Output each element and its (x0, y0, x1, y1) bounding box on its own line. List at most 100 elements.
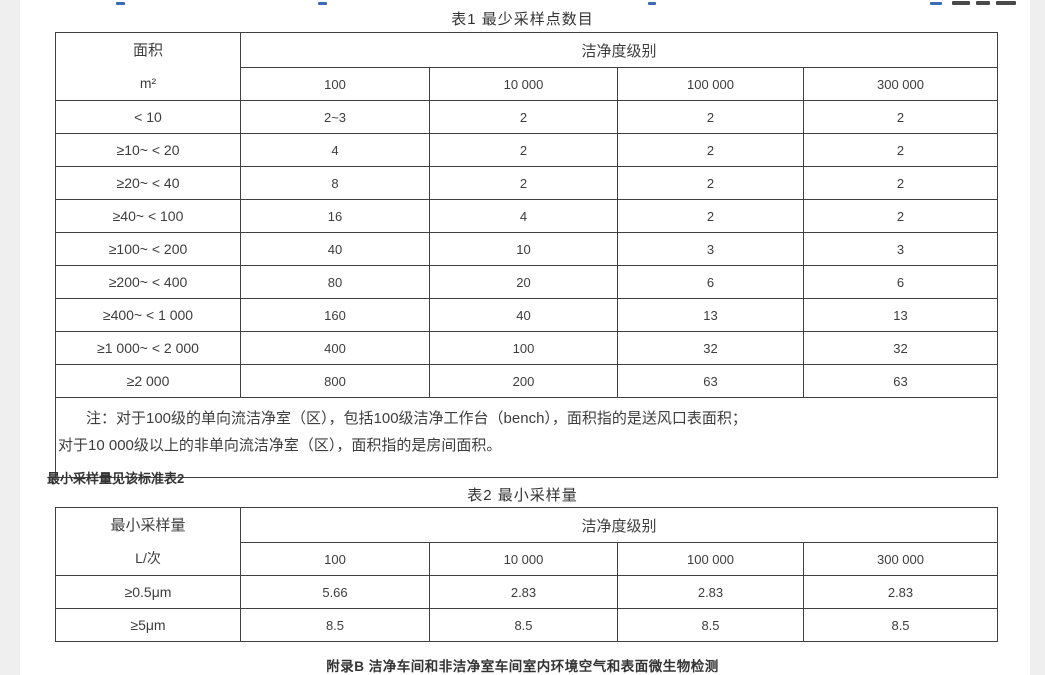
table-row: ≥400~ < 1 000 160 40 13 13 (55, 298, 999, 332)
table1-cleanliness-header: 洁净度级别 (239, 32, 999, 68)
table2-cleanliness-header: 洁净度级别 (239, 507, 999, 543)
table2-class-header: 100 (240, 542, 430, 576)
link-fragment (116, 2, 125, 5)
link-fragment (648, 2, 656, 5)
table-cell: 2.83 (617, 575, 804, 609)
table-cell: 2.83 (429, 575, 618, 609)
table2-class-header: 10 000 (429, 542, 618, 576)
text-fragment (952, 1, 970, 5)
table-cell: 2~3 (240, 100, 430, 134)
table-cell: 32 (617, 331, 804, 365)
table1-note-line2: 对于10 000级以上的非单向流洁净室（区），面积指的是房间面积。 (58, 437, 502, 454)
table-cell: 8.5 (617, 608, 804, 642)
table2-corner-cell: 最小采样量 L/次 (55, 507, 241, 576)
table-row: ≥5μm 8.5 8.5 8.5 8.5 (55, 608, 999, 642)
table-row: ≥10~ < 20 4 2 2 2 (55, 133, 999, 167)
table-cell: 63 (617, 364, 804, 398)
table2-col1-unit: L/次 (135, 549, 161, 566)
table-cell: 2 (429, 100, 618, 134)
table-cell: 100 (429, 331, 618, 365)
table-row: ≥40~ < 100 16 4 2 2 (55, 199, 999, 233)
table1-class-header: 10 000 (429, 67, 618, 101)
table1-corner-cell: 面积 m² (55, 32, 241, 101)
table-cell: 2 (617, 199, 804, 233)
table1-title: 表1 最少采样点数目 (451, 11, 594, 28)
table1-class-header: 100 000 (617, 67, 804, 101)
table-cell: 63 (802, 364, 999, 398)
min-sampling-volume-lead-in: 最小采样量见该标准表2 (47, 471, 185, 486)
left-gutter (0, 0, 20, 675)
text-fragment (976, 1, 990, 5)
table2-class-header: 100 000 (617, 542, 804, 576)
table-cell: 160 (240, 298, 430, 332)
table1-class-header: 100 (240, 67, 430, 101)
cropped-text-line (0, 0, 1045, 5)
table-cell: 6 (617, 265, 804, 299)
table1-class-header: 300 000 (802, 67, 999, 101)
appendix-b-heading: 附录B 洁净车间和非洁净室车间室内环境空气和表面微生物检测 (326, 659, 719, 674)
table-cell: 2 (802, 100, 999, 134)
area-cell: ≥20~ < 40 (55, 166, 241, 200)
table-cell: 800 (240, 364, 430, 398)
table-cell: 13 (802, 298, 999, 332)
table-cell: 2 (429, 166, 618, 200)
table-cell: 40 (240, 232, 430, 266)
table-cell: 400 (240, 331, 430, 365)
table-row: ≥100~ < 200 40 10 3 3 (55, 232, 999, 266)
table-cell: 2 (802, 166, 999, 200)
table-cell: 13 (617, 298, 804, 332)
table2-class-header: 300 000 (802, 542, 999, 576)
table-cell: 2.83 (802, 575, 999, 609)
table1-col1-label: 面积 (132, 41, 163, 59)
area-cell: ≥200~ < 400 (55, 265, 241, 299)
text-fragment (996, 1, 1016, 5)
table-cell: 3 (802, 232, 999, 266)
table-cell: 8.5 (429, 608, 618, 642)
table-row: ≥0.5μm 5.66 2.83 2.83 2.83 (55, 575, 999, 609)
table-cell: 8.5 (240, 608, 430, 642)
table-cell: 40 (429, 298, 618, 332)
particle-size-cell: ≥5μm (55, 608, 241, 642)
table-cell: 2 (802, 133, 999, 167)
table2-col1-label: 最小采样量 (110, 516, 186, 534)
table1-note-line1: 注：对于100级的单向流洁净室（区），包括100级洁净工作台（bench），面积… (86, 410, 747, 427)
table-cell: 200 (429, 364, 618, 398)
table-cell: 32 (802, 331, 999, 365)
particle-size-cell: ≥0.5μm (55, 575, 241, 609)
table-cell: 5.66 (240, 575, 430, 609)
table-cell: 16 (240, 199, 430, 233)
table-row: ≥1 000~ < 2 000 400 100 32 32 (55, 331, 999, 365)
table-cell: 6 (802, 265, 999, 299)
table-row: ≥200~ < 400 80 20 6 6 (55, 265, 999, 299)
table-cell: 2 (429, 133, 618, 167)
table-cell: 20 (429, 265, 618, 299)
table-cell: 4 (429, 199, 618, 233)
table1-col1-unit: m² (139, 74, 157, 91)
table-cell: 3 (617, 232, 804, 266)
area-cell: ≥1 000~ < 2 000 (55, 331, 241, 365)
area-cell: < 10 (55, 100, 241, 134)
area-cell: ≥400~ < 1 000 (55, 298, 241, 332)
area-cell: ≥40~ < 100 (55, 199, 241, 233)
table-cell: 8.5 (802, 608, 999, 642)
area-cell: ≥2 000 (55, 364, 241, 398)
table-row: ≥2 000 800 200 63 63 (55, 364, 999, 398)
table2-title: 表2 最小采样量 (467, 487, 578, 504)
link-fragment (318, 2, 327, 5)
table-cell: 80 (240, 265, 430, 299)
table-row: < 10 2~3 2 2 2 (55, 100, 999, 134)
right-gutter (1030, 0, 1045, 675)
table-cell: 2 (617, 166, 804, 200)
table-cell: 8 (240, 166, 430, 200)
table1-note-cell: 注：对于100级的单向流洁净室（区），包括100级洁净工作台（bench），面积… (54, 397, 999, 478)
table-cell: 2 (617, 133, 804, 167)
link-fragment (930, 2, 942, 5)
table-row: ≥20~ < 40 8 2 2 2 (55, 166, 999, 200)
table-cell: 2 (802, 199, 999, 233)
table-cell: 10 (429, 232, 618, 266)
table2-min-sampling-volume: 最小采样量 L/次 洁净度级别 100 10 000 100 000 300 0… (55, 507, 999, 642)
area-cell: ≥10~ < 20 (55, 133, 241, 167)
table-cell: 4 (240, 133, 430, 167)
table-cell: 2 (617, 100, 804, 134)
